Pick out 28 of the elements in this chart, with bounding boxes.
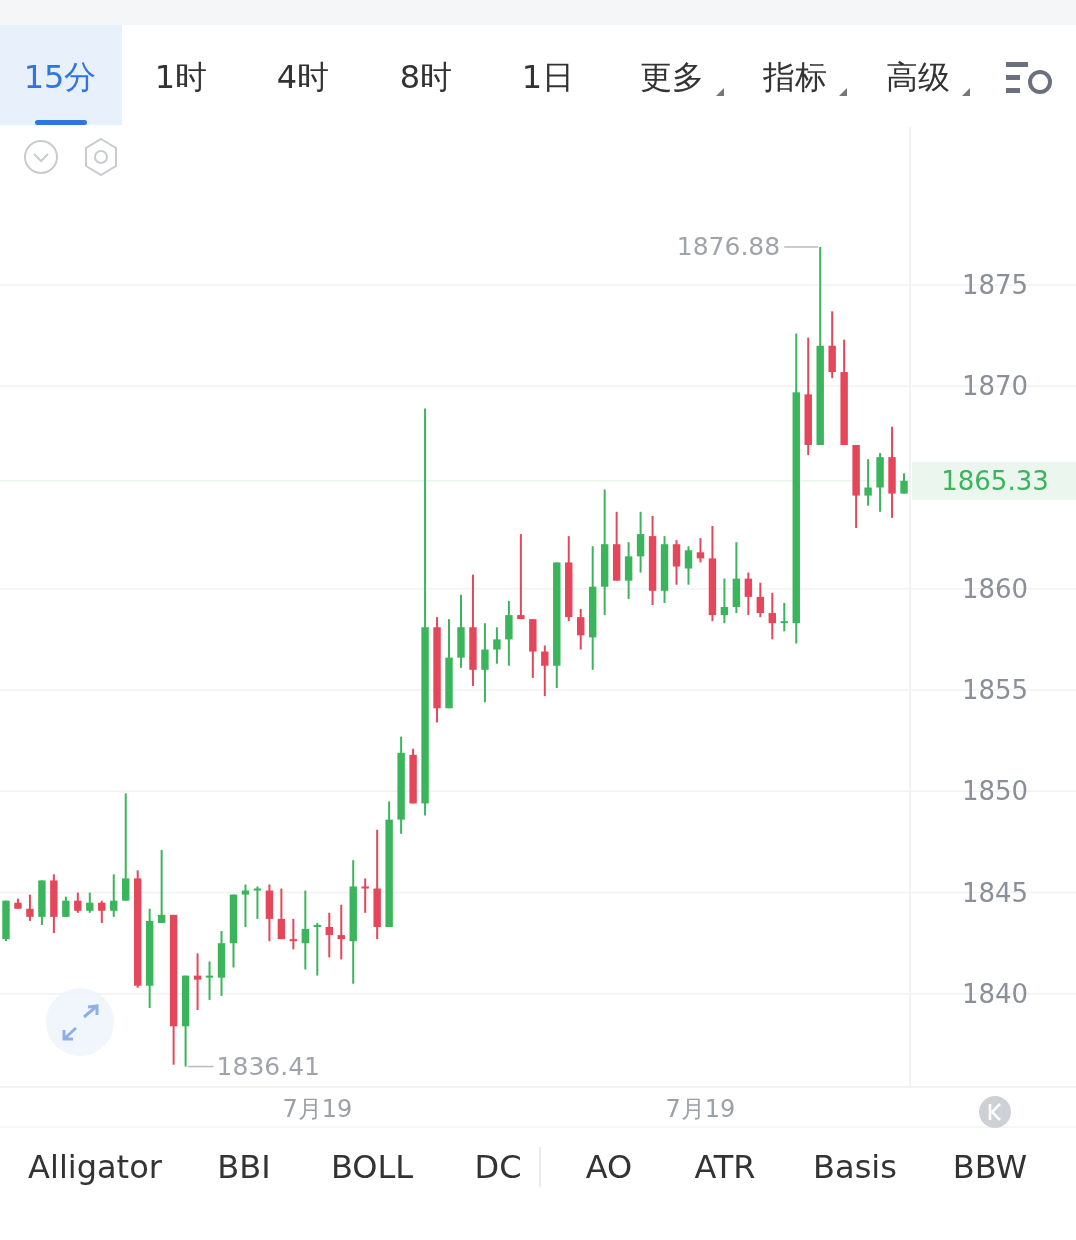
text: BBI [217, 1148, 271, 1186]
text: 更多 [640, 58, 704, 96]
x-tick-label: 7月19 [665, 1095, 736, 1123]
y-tick-label: 1855 [961, 675, 1029, 706]
x-tick-label: 7月19 [282, 1095, 353, 1123]
text: DC [474, 1148, 522, 1186]
text: 指标 [762, 58, 827, 96]
y-tick-label: 1860 [961, 573, 1029, 604]
text: AO [585, 1148, 633, 1186]
text: Alligator [28, 1148, 163, 1186]
text: 8时 [399, 58, 453, 96]
ref-line-label: 1865.33 [941, 465, 1049, 496]
text: 1日 [521, 58, 575, 96]
text: Basis [813, 1148, 897, 1186]
y-tick-label: 1845 [961, 877, 1029, 908]
y-tick-label: 1840 [961, 978, 1029, 1009]
y-tick-label: 1875 [961, 269, 1029, 300]
y-tick-label: 1850 [961, 776, 1029, 807]
text: BOLL [330, 1148, 414, 1186]
text: 4时 [276, 58, 330, 96]
text: BBW [952, 1148, 1028, 1186]
text: 1时 [154, 58, 208, 96]
text: 15分 [23, 58, 97, 96]
text: ATR [694, 1148, 756, 1186]
text: 高级 [886, 58, 950, 96]
annotation: 1836.41 [216, 1052, 320, 1082]
y-tick-label: 1870 [961, 371, 1029, 402]
annotation: 1876.88 [676, 232, 781, 262]
